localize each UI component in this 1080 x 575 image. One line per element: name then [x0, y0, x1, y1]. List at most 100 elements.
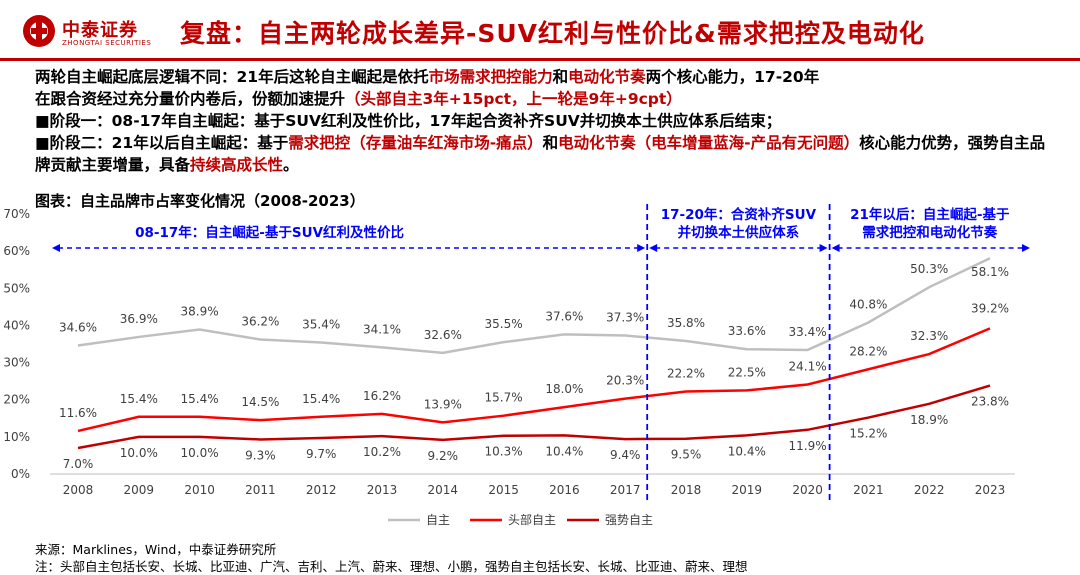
intro-text-1: 两轮自主崛起底层逻辑不同：21年后这轮自主崛起是依托	[35, 68, 429, 86]
market-share-chart: 0% 10% 20% 30% 40% 50% 60% 70% 2008 2009 2010 2011 2…	[3, 204, 1030, 527]
intro-highlight-3: （头部自主3年+15pct，上一轮是9年+9cpt）	[345, 90, 682, 108]
data-label: 35.4%	[302, 318, 340, 332]
data-label: 37.6%	[545, 309, 583, 323]
y-tick-label: 60%	[3, 244, 30, 258]
data-label: 10.2%	[363, 445, 401, 459]
data-label: 20.3%	[606, 374, 644, 388]
logo-icon	[23, 15, 55, 47]
summary-text: 两轮自主崛起底层逻辑不同：21年后这轮自主崛起是依托市场需求把控能力和电动化节奏…	[35, 66, 1055, 176]
data-label: 15.2%	[849, 427, 887, 441]
data-label: 9.3%	[245, 448, 276, 462]
x-tick-label: 2008	[63, 483, 94, 497]
period-1-label: 08-17年：自主崛起-基于SUV红利及性价比	[135, 224, 404, 241]
x-tick-label: 2023	[975, 483, 1006, 497]
data-label: 15.4%	[120, 392, 158, 406]
data-label: 11.6%	[59, 406, 97, 420]
y-tick-label: 0%	[11, 467, 30, 481]
data-label: 24.1%	[789, 359, 827, 373]
data-label: 7.0%	[63, 457, 94, 471]
header-divider	[0, 58, 1080, 61]
stage2-text-2: 和	[542, 134, 559, 152]
period-3-label-line2: 需求把控和电动化节奏	[862, 224, 997, 241]
data-label: 40.8%	[849, 297, 887, 311]
data-label: 22.2%	[667, 367, 705, 381]
period-3-label-line1: 21年以后：自主崛起-基于	[850, 206, 1010, 223]
intro-text-2: 和	[552, 68, 569, 86]
company-logo: 中泰证券 ZHONGTAI SECURITIES	[22, 12, 172, 52]
stage2-text-1: ■阶段二：21年以后自主崛起：基于	[35, 134, 289, 152]
period-2-arrow-left-head	[649, 244, 658, 252]
series-line-3	[77, 384, 991, 450]
data-label: 18.0%	[545, 382, 583, 396]
period-2-arrow-right-head	[819, 244, 828, 252]
data-label: 10.4%	[545, 444, 583, 458]
x-tick-label: 2011	[245, 483, 276, 497]
stage-1-text: ■阶段一：08-17年自主崛起：基于SUV红利及性价比，17年起合资补齐SUV并…	[35, 112, 782, 130]
stage2-highlight-3: 持续高成长性	[190, 156, 284, 174]
x-tick-label: 2016	[549, 483, 580, 497]
legend-label: 自主	[426, 513, 450, 527]
x-tick-label: 2018	[671, 483, 702, 497]
data-label: 10.0%	[181, 446, 219, 460]
stage2-text-4: 。	[283, 156, 299, 174]
legend-label: 强势自主	[605, 513, 653, 527]
data-label: 35.5%	[485, 317, 523, 331]
x-tick-label: 2014	[428, 483, 459, 497]
x-tick-label: 2020	[792, 483, 823, 497]
data-label: 11.9%	[789, 439, 827, 453]
data-label: 28.2%	[849, 344, 887, 358]
data-label: 34.6%	[59, 320, 97, 334]
data-label: 10.4%	[728, 444, 766, 458]
y-tick-label: 50%	[3, 281, 30, 295]
data-label: 18.9%	[910, 413, 948, 427]
data-label: 9.2%	[428, 449, 459, 463]
data-label: 32.6%	[424, 328, 462, 342]
data-label: 14.5%	[241, 395, 279, 409]
data-label: 35.8%	[667, 316, 705, 330]
period-3-arrow-right-head	[1022, 244, 1030, 252]
legend-label: 头部自主	[508, 512, 556, 527]
x-tick-label: 2017	[610, 483, 641, 497]
x-tick-label: 2009	[124, 483, 155, 497]
data-label: 22.5%	[728, 365, 766, 379]
data-label: 23.8%	[971, 395, 1009, 409]
data-label: 36.9%	[120, 312, 158, 326]
y-tick-label: 10%	[3, 430, 30, 444]
stage2-highlight-2: 电动化节奏（电车增量蓝海-产品有无问题）	[558, 134, 860, 152]
data-label: 34.1%	[363, 322, 401, 336]
footnote: 注：头部自主包括长安、长城、比亚迪、广汽、吉利、上汽、蔚来、理想、小鹏，强势自主…	[35, 559, 748, 574]
period-2-label-line2: 并切换本土供应体系	[678, 224, 800, 241]
data-label: 15.7%	[485, 391, 523, 405]
intro-highlight-2: 电动化节奏	[568, 68, 646, 86]
period-3-arrow-left-head	[831, 244, 840, 252]
stage-2-text: ■阶段二：21年以后自主崛起：基于需求把控（存量油车红海市场-痛点）和电动化节奏…	[35, 132, 1055, 176]
data-label: 38.9%	[181, 305, 219, 319]
intro-text-4: 在跟合资经过充分量价内卷后，份额加速提升	[35, 90, 346, 108]
y-tick-label: 40%	[3, 318, 30, 332]
series-line-1	[77, 257, 991, 355]
data-label: 50.3%	[910, 262, 948, 276]
period-1-arrow-left-head	[52, 244, 60, 252]
x-tick-label: 2010	[184, 483, 215, 497]
data-label: 16.2%	[363, 389, 401, 403]
data-label: 9.7%	[306, 447, 337, 461]
x-tick-label: 2022	[914, 483, 945, 497]
data-label: 13.9%	[424, 397, 462, 411]
intro-text-3: 两个核心能力，17-20年	[645, 68, 820, 86]
source-note: 来源：Marklines，Wind，中泰证券研究所	[35, 542, 277, 557]
data-label: 33.4%	[789, 325, 827, 339]
y-tick-label: 70%	[3, 207, 30, 221]
x-tick-label: 2021	[853, 483, 884, 497]
data-label: 32.3%	[910, 329, 948, 343]
x-tick-label: 2012	[306, 483, 337, 497]
y-tick-label: 20%	[3, 393, 30, 407]
data-label: 15.4%	[181, 392, 219, 406]
data-label: 10.0%	[120, 446, 158, 460]
data-label: 39.2%	[971, 301, 1009, 315]
y-tick-label: 30%	[3, 356, 30, 370]
data-label: 33.6%	[728, 324, 766, 338]
period-1-arrow-right-head	[637, 244, 646, 252]
stage2-highlight-1: 需求把控（存量油车红海市场-痛点）	[288, 134, 543, 152]
data-label: 15.4%	[302, 392, 340, 406]
page-title: 复盘：自主两轮成长差异-SUV红利与性价比&需求把控及电动化	[180, 19, 925, 48]
